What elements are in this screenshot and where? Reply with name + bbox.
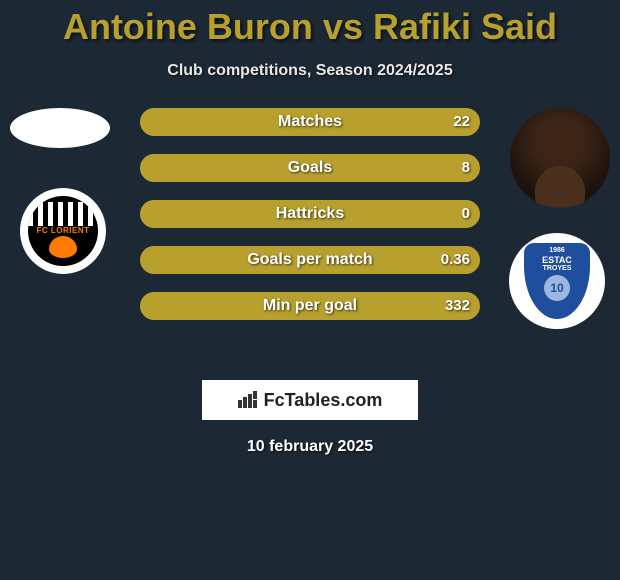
comparison-area: FC LORIENT 1986 ESTAC TROYES 10 Matches2… [0,108,620,368]
stat-row: Goals per match0.36 [140,246,480,274]
player-photo-right [510,108,610,208]
stat-label: Matches [140,108,480,136]
bar-chart-icon [238,392,258,408]
stat-label: Goals per match [140,246,480,274]
stat-value-right: 8 [462,154,470,182]
stat-value-right: 332 [445,292,470,320]
stat-row: Hattricks0 [140,200,480,228]
stat-row: Min per goal332 [140,292,480,320]
club-left-name: FC LORIENT [37,226,90,235]
date-line: 10 february 2025 [0,438,620,456]
club-badge-right: 1986 ESTAC TROYES 10 [509,233,605,329]
club-left-swirl-icon [49,236,77,258]
source-logo-text: FcTables.com [264,390,383,411]
club-right-number: 10 [544,275,570,301]
stat-label: Hattricks [140,200,480,228]
stat-row: Goals8 [140,154,480,182]
club-right-year: 1986 [549,247,565,254]
club-right-name2: TROYES [543,265,572,272]
stat-row: Matches22 [140,108,480,136]
club-badge-left: FC LORIENT [20,188,106,274]
player-photo-left [10,108,110,148]
club-left-stripes [28,202,98,226]
club-right-name: ESTAC [542,255,572,265]
page-title: Antoine Buron vs Rafiki Said [0,0,620,48]
source-logo: FcTables.com [202,380,418,420]
stat-label: Goals [140,154,480,182]
subtitle: Club competitions, Season 2024/2025 [0,62,620,80]
stat-label: Min per goal [140,292,480,320]
stat-value-right: 22 [453,108,470,136]
stat-value-right: 0 [462,200,470,228]
stat-bars: Matches22 Goals8 Hattricks0 Goals per match… [140,108,480,338]
stat-value-right: 0.36 [441,246,470,274]
